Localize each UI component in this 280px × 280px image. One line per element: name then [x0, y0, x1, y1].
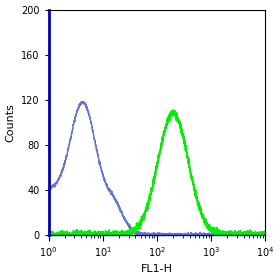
X-axis label: FL1-H: FL1-H: [141, 264, 173, 274]
Y-axis label: Counts: Counts: [6, 103, 16, 142]
